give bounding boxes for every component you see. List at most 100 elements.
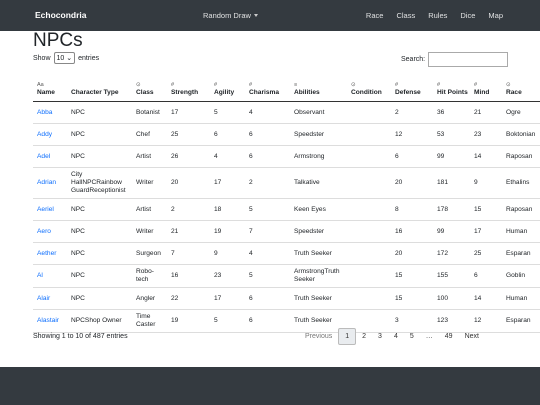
table-cell: 2 — [391, 101, 433, 124]
column-header[interactable]: # Agility — [210, 71, 245, 102]
cell-text: 19 — [171, 317, 179, 324]
table-cell: Aeriel — [33, 198, 67, 221]
cell-text: 172 — [437, 249, 449, 257]
table-cell: 19 — [210, 220, 245, 243]
column-header[interactable]: ⊙ Condition — [347, 71, 391, 102]
cell-text: 6 — [474, 272, 478, 279]
dropdown[interactable]: Random Draw — [203, 11, 258, 20]
name-link[interactable]: Adel — [37, 152, 51, 160]
page-button[interactable]: … — [425, 333, 433, 340]
table-cell: Keen Eyes — [290, 198, 347, 221]
cell-text: 36 — [437, 108, 445, 116]
cell-text: 2 — [249, 179, 253, 186]
table-cell: 17 — [470, 220, 502, 243]
table-cell — [347, 309, 391, 333]
label: entries — [78, 54, 100, 62]
nav-link[interactable]: Map — [488, 11, 503, 20]
page-button[interactable]: 2 — [362, 333, 367, 340]
table-cell: 99 — [433, 220, 470, 243]
column-header[interactable]: # Strength — [167, 71, 210, 102]
column-header[interactable]: # Defense — [391, 71, 433, 102]
cell-text: 15 — [395, 294, 403, 302]
column-label: Race — [506, 89, 522, 96]
nav-link[interactable]: Dice — [460, 11, 476, 20]
page-next[interactable]: Next — [464, 333, 479, 340]
table-cell: NPC — [67, 287, 132, 310]
table-cell: 3 — [391, 309, 433, 333]
table-cell: 18 — [210, 198, 245, 221]
name-link[interactable]: Aether — [37, 249, 57, 257]
length-select[interactable]: 10 ⌄ — [53, 52, 76, 64]
column-icon: ⊙ — [506, 82, 511, 88]
name-link[interactable]: Adrian — [37, 179, 57, 186]
column-header[interactable]: # Charisma — [245, 71, 290, 102]
name-link[interactable]: Alair — [37, 294, 51, 302]
table-info: Showing 1 to 10 of 487 entries — [33, 333, 128, 340]
table-cell: Truth Seeker — [290, 287, 347, 310]
cell-text: Artist — [136, 205, 152, 213]
nav-link[interactable]: Race — [365, 11, 384, 20]
cell-text: Keen Eyes — [294, 205, 326, 213]
nav-link[interactable]: Class — [396, 11, 416, 20]
table-cell: 23 — [470, 123, 502, 146]
table-cell: Addy — [33, 123, 67, 146]
column-header[interactable]: ≡ Abilities — [290, 71, 347, 102]
table-cell: 178 — [433, 198, 470, 221]
name-link[interactable]: Aero — [37, 227, 51, 235]
cell-text: 8 — [395, 205, 399, 213]
cell-text: 23 — [474, 130, 482, 138]
cell-text: 15 — [474, 205, 482, 213]
table-cell: Human — [502, 287, 540, 310]
name-link[interactable]: Addy — [37, 130, 53, 138]
table-cell — [347, 242, 391, 265]
table-cell: 6 — [245, 309, 290, 333]
column-header[interactable]: # Hit Points — [433, 71, 470, 102]
table-cell: Artist — [132, 145, 167, 168]
column-header[interactable]: ⊙ Class — [132, 71, 167, 102]
cell-text: City HallNPCRainbow GuardReceptionist — [71, 171, 126, 194]
table-cell: 15 — [391, 287, 433, 310]
table-cell: 7 — [245, 220, 290, 243]
table-cell: 4 — [210, 145, 245, 168]
name-link[interactable]: Aeriel — [37, 205, 54, 213]
cell-text: Writer — [136, 179, 154, 186]
cell-text: 20 — [395, 249, 403, 257]
page-button[interactable]: 1 — [338, 328, 357, 345]
cell-text: 2 — [171, 205, 175, 213]
selected: 10 — [56, 55, 65, 62]
search-input[interactable] — [428, 52, 509, 67]
page-button[interactable]: 49 — [444, 333, 453, 340]
name-link[interactable]: Alastair — [37, 317, 59, 324]
cell-text: 16 — [171, 272, 179, 279]
column-header[interactable]: # Mind — [470, 71, 502, 102]
column-header[interactable]: ⊙ Race — [502, 71, 540, 102]
table-cell: 6 — [391, 145, 433, 168]
page-button[interactable]: 5 — [409, 333, 414, 340]
cell-text: Speedster — [294, 130, 325, 138]
column-header[interactable]: Aa Name — [33, 71, 67, 102]
nav-link[interactable]: Rules — [428, 11, 448, 20]
table-cell: 25 — [167, 123, 210, 146]
table-row: Aeriel NPC Artist 2 18 5 Keen Eyes 8 178 15 Raposa… — [33, 198, 540, 221]
cell-text: 18 — [214, 205, 222, 213]
table-cell: NPC — [67, 123, 132, 146]
name-link[interactable]: Abba — [37, 108, 53, 116]
cell-text: 3 — [395, 317, 399, 324]
column-header[interactable]: Character Type — [67, 71, 132, 102]
column-label: Hit Points — [437, 89, 468, 96]
column-label: Abilities — [294, 89, 320, 96]
cell-text: 17 — [214, 179, 222, 186]
page-button[interactable]: 3 — [378, 333, 382, 340]
table-cell: Alair — [33, 287, 67, 310]
table-row: Aether NPC Surgeon 7 9 4 Truth Seeker 20 172 25 Es… — [33, 242, 540, 265]
brand[interactable]: Echocondria — [35, 10, 87, 20]
table-cell: 181 — [433, 167, 470, 199]
table-cell: Speedster — [290, 220, 347, 243]
table-cell: Abba — [33, 101, 67, 124]
page-prev[interactable]: Previous — [305, 333, 333, 340]
column-icon: # — [395, 82, 399, 88]
page-button[interactable]: 4 — [393, 333, 398, 340]
cell-text: Esparan — [506, 249, 531, 257]
cell-text: ArmstrongTruth Seeker — [294, 268, 340, 283]
name-link[interactable]: Al — [37, 272, 43, 279]
